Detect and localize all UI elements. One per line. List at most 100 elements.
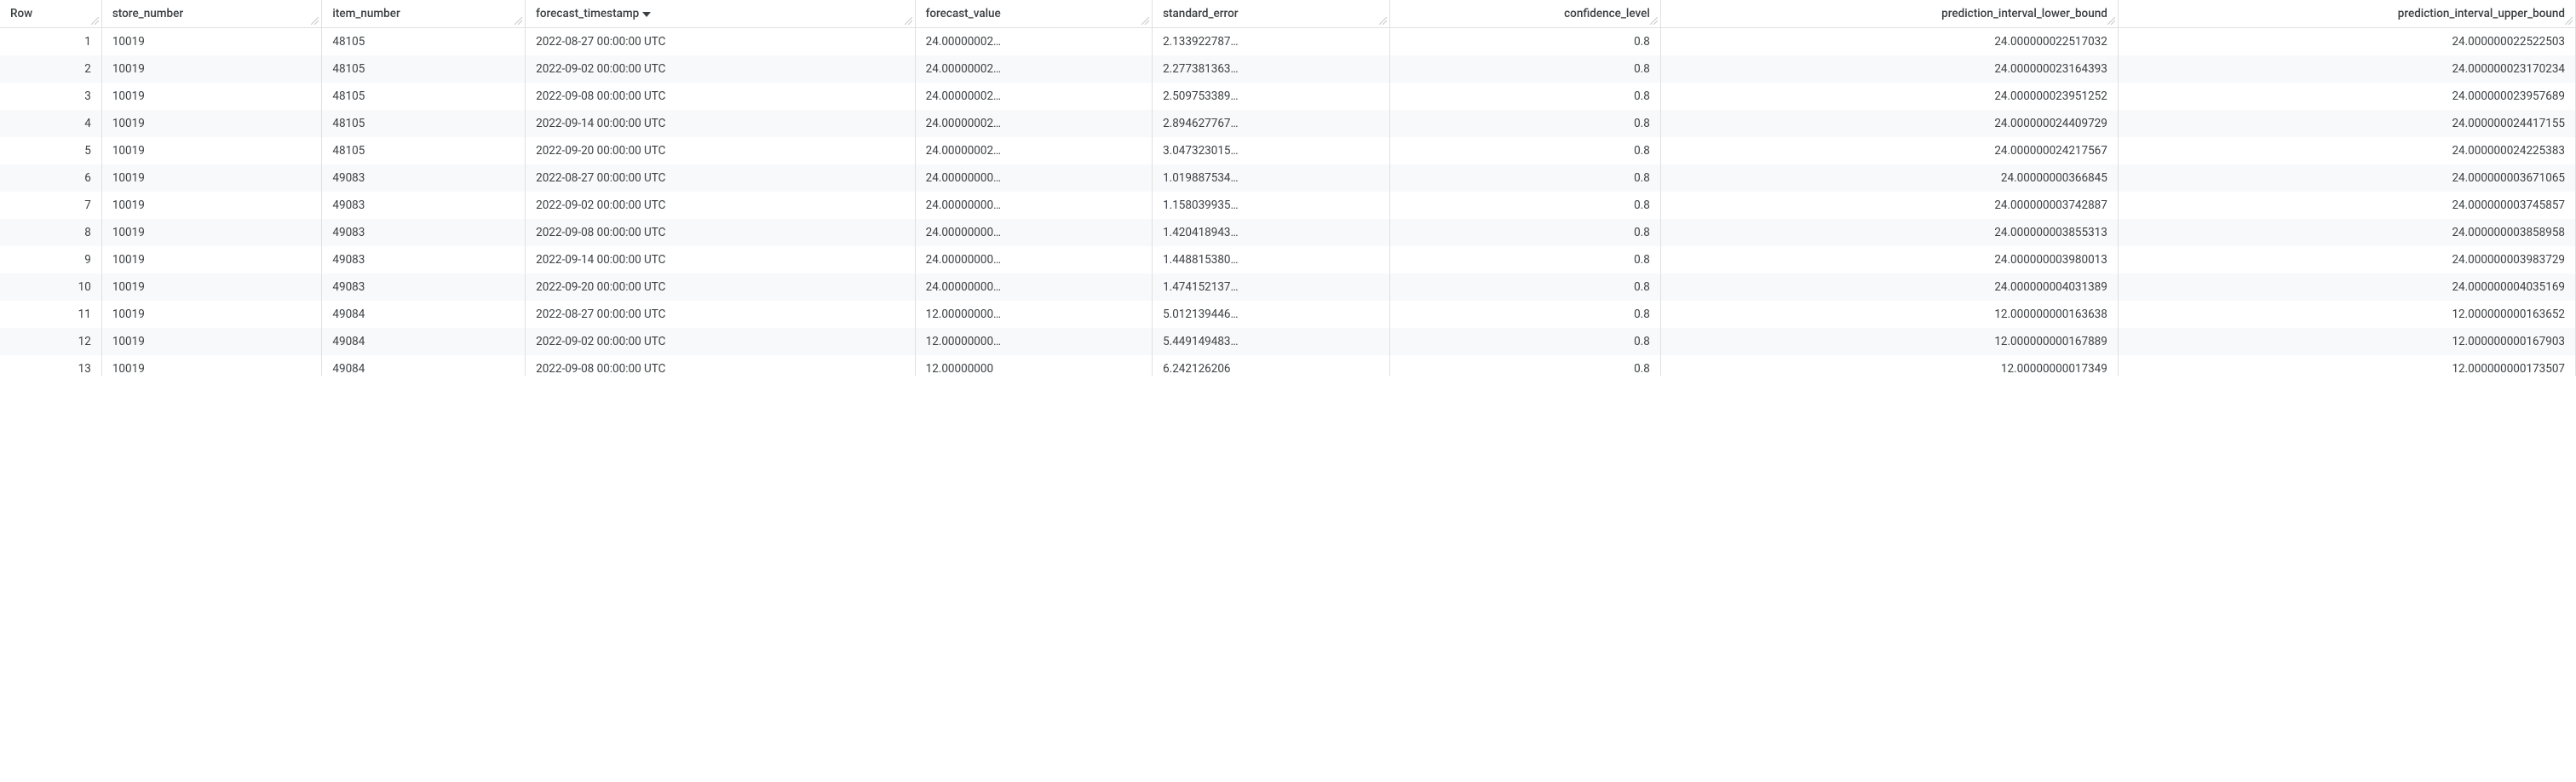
cell-forecast_timestamp: 2022-09-14 00:00:00 UTC — [526, 246, 916, 273]
cell-forecast_value: 24.00000002… — [915, 28, 1152, 56]
cell-item_number: 49083 — [322, 192, 526, 219]
column-header-standard_error[interactable]: standard_error — [1153, 0, 1389, 28]
cell-confidence_level: 0.8 — [1389, 55, 1660, 83]
cell-item_number: 49084 — [322, 355, 526, 376]
cell-prediction_interval_lower_bound: 24.000000003855313 — [1660, 219, 2118, 246]
cell-prediction_interval_lower_bound: 24.000000023951252 — [1660, 83, 2118, 110]
column-resize-handle-icon — [905, 17, 913, 26]
cell-store_number: 10019 — [101, 55, 322, 83]
table-row[interactable]: 610019490832022-08-27 00:00:00 UTC24.000… — [0, 164, 2576, 192]
cell-row: 13 — [0, 355, 101, 376]
cell-item_number: 49083 — [322, 164, 526, 192]
cell-prediction_interval_lower_bound: 12.000000000167889 — [1660, 328, 2118, 355]
table-row[interactable]: 1010019490832022-09-20 00:00:00 UTC24.00… — [0, 273, 2576, 301]
table-row[interactable]: 710019490832022-09-02 00:00:00 UTC24.000… — [0, 192, 2576, 219]
cell-store_number: 10019 — [101, 137, 322, 164]
cell-row: 9 — [0, 246, 101, 273]
cell-forecast_value: 24.00000002… — [915, 137, 1152, 164]
cell-forecast_timestamp: 2022-09-20 00:00:00 UTC — [526, 137, 916, 164]
cell-forecast_timestamp: 2022-09-20 00:00:00 UTC — [526, 273, 916, 301]
table-row[interactable]: 1110019490842022-08-27 00:00:00 UTC12.00… — [0, 301, 2576, 328]
table-row[interactable]: 110019481052022-08-27 00:00:00 UTC24.000… — [0, 28, 2576, 56]
cell-prediction_interval_lower_bound: 24.000000004031389 — [1660, 273, 2118, 301]
cell-row: 5 — [0, 137, 101, 164]
column-header-label: standard_error — [1163, 7, 1238, 20]
cell-confidence_level: 0.8 — [1389, 83, 1660, 110]
column-resize-handle-icon — [1141, 17, 1150, 26]
column-resize-handle-icon — [1379, 17, 1388, 26]
cell-store_number: 10019 — [101, 273, 322, 301]
cell-standard_error: 2.509753389… — [1153, 83, 1389, 110]
cell-prediction_interval_upper_bound: 24.000000003983729 — [2118, 246, 2575, 273]
cell-item_number: 49084 — [322, 328, 526, 355]
cell-prediction_interval_upper_bound: 24.000000022522503 — [2118, 28, 2575, 56]
cell-row: 1 — [0, 28, 101, 56]
cell-prediction_interval_upper_bound: 24.000000003858958 — [2118, 219, 2575, 246]
cell-row: 2 — [0, 55, 101, 83]
table-row[interactable]: 510019481052022-09-20 00:00:00 UTC24.000… — [0, 137, 2576, 164]
sort-desc-icon — [642, 7, 651, 20]
cell-forecast_timestamp: 2022-09-08 00:00:00 UTC — [526, 355, 916, 376]
cell-prediction_interval_upper_bound: 24.000000023170234 — [2118, 55, 2575, 83]
column-resize-handle-icon — [311, 17, 319, 26]
cell-standard_error: 2.277381363… — [1153, 55, 1389, 83]
cell-prediction_interval_upper_bound: 12.000000000173507 — [2118, 355, 2575, 376]
cell-forecast_value: 12.00000000… — [915, 301, 1152, 328]
cell-prediction_interval_lower_bound: 12.00000000017349 — [1660, 355, 2118, 376]
cell-prediction_interval_upper_bound: 12.000000000167903 — [2118, 328, 2575, 355]
cell-store_number: 10019 — [101, 301, 322, 328]
table-row[interactable]: 210019481052022-09-02 00:00:00 UTC24.000… — [0, 55, 2576, 83]
cell-forecast_value: 24.00000000… — [915, 164, 1152, 192]
cell-confidence_level: 0.8 — [1389, 28, 1660, 56]
column-header-label: prediction_interval_lower_bound — [1941, 7, 2107, 20]
cell-forecast_timestamp: 2022-09-02 00:00:00 UTC — [526, 328, 916, 355]
column-header-prediction_interval_lower_bound[interactable]: prediction_interval_lower_bound — [1660, 0, 2118, 28]
table-row[interactable]: 1210019490842022-09-02 00:00:00 UTC12.00… — [0, 328, 2576, 355]
cell-standard_error: 3.047323015… — [1153, 137, 1389, 164]
cell-prediction_interval_lower_bound: 12.000000000163638 — [1660, 301, 2118, 328]
cell-prediction_interval_lower_bound: 24.000000022517032 — [1660, 28, 2118, 56]
table-header-row: Rowstore_number item_number forecast_times… — [0, 0, 2576, 28]
cell-confidence_level: 0.8 — [1389, 246, 1660, 273]
table-row[interactable]: 310019481052022-09-08 00:00:00 UTC24.000… — [0, 83, 2576, 110]
table-row[interactable]: 410019481052022-09-14 00:00:00 UTC24.000… — [0, 110, 2576, 137]
column-header-confidence_level[interactable]: confidence_level — [1389, 0, 1660, 28]
column-header-label: forecast_value — [926, 7, 1001, 20]
cell-confidence_level: 0.8 — [1389, 164, 1660, 192]
cell-forecast_timestamp: 2022-09-02 00:00:00 UTC — [526, 55, 916, 83]
cell-forecast_value: 24.00000000… — [915, 192, 1152, 219]
cell-standard_error: 2.133922787… — [1153, 28, 1389, 56]
cell-standard_error: 1.448815380… — [1153, 246, 1389, 273]
cell-forecast_value: 24.00000002… — [915, 55, 1152, 83]
column-header-forecast_timestamp[interactable]: forecast_timestamp — [526, 0, 916, 28]
cell-item_number: 48105 — [322, 137, 526, 164]
cell-standard_error: 6.242126206 — [1153, 355, 1389, 376]
column-header-label: item_number — [332, 7, 400, 20]
column-header-prediction_interval_upper_bound[interactable]: prediction_interval_upper_bound — [2118, 0, 2575, 28]
cell-prediction_interval_upper_bound: 24.000000004035169 — [2118, 273, 2575, 301]
cell-item_number: 48105 — [322, 110, 526, 137]
cell-item_number: 49083 — [322, 219, 526, 246]
cell-row: 10 — [0, 273, 101, 301]
cell-prediction_interval_lower_bound: 24.000000003980013 — [1660, 246, 2118, 273]
column-header-row[interactable]: Row — [0, 0, 101, 28]
cell-confidence_level: 0.8 — [1389, 301, 1660, 328]
cell-standard_error: 5.449149483… — [1153, 328, 1389, 355]
cell-confidence_level: 0.8 — [1389, 355, 1660, 376]
cell-confidence_level: 0.8 — [1389, 110, 1660, 137]
column-header-item_number[interactable]: item_number — [322, 0, 526, 28]
cell-store_number: 10019 — [101, 328, 322, 355]
cell-prediction_interval_upper_bound: 24.000000024225383 — [2118, 137, 2575, 164]
table-row[interactable]: 1310019490842022-09-08 00:00:00 UTC12.00… — [0, 355, 2576, 376]
table-row[interactable]: 810019490832022-09-08 00:00:00 UTC24.000… — [0, 219, 2576, 246]
cell-forecast_value: 12.00000000 — [915, 355, 1152, 376]
column-header-store_number[interactable]: store_number — [101, 0, 322, 28]
cell-prediction_interval_upper_bound: 24.000000023957689 — [2118, 83, 2575, 110]
cell-standard_error: 1.474152137… — [1153, 273, 1389, 301]
results-table-container: Rowstore_number item_number forecast_times… — [0, 0, 2576, 376]
column-resize-handle-icon — [91, 17, 100, 26]
cell-forecast_timestamp: 2022-09-08 00:00:00 UTC — [526, 219, 916, 246]
cell-confidence_level: 0.8 — [1389, 328, 1660, 355]
table-row[interactable]: 910019490832022-09-14 00:00:00 UTC24.000… — [0, 246, 2576, 273]
column-header-forecast_value[interactable]: forecast_value — [915, 0, 1152, 28]
